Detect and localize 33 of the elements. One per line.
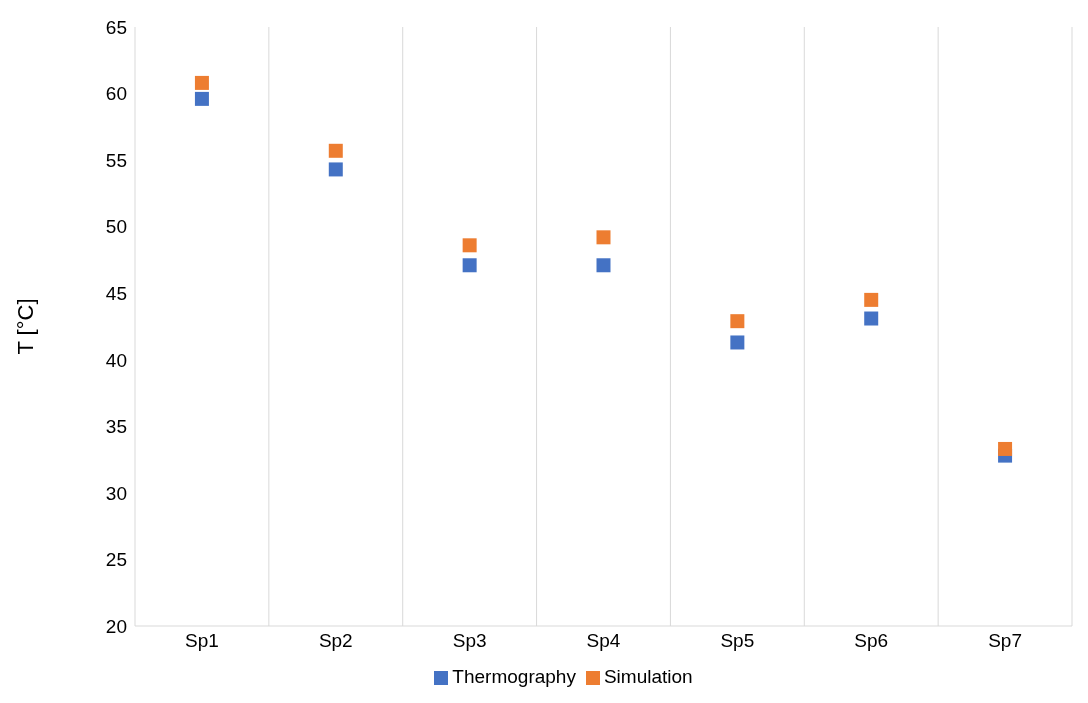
y-tick-label: 45 xyxy=(105,282,127,304)
point xyxy=(596,230,611,245)
x-tick-label: Sp4 xyxy=(586,630,621,652)
y-tick-label: 50 xyxy=(105,216,127,238)
y-tick-label: 55 xyxy=(105,149,127,171)
point xyxy=(730,314,745,329)
y-tick-label: 60 xyxy=(105,83,127,105)
point xyxy=(328,143,343,158)
x-tick-label: Sp6 xyxy=(854,630,889,652)
point xyxy=(596,258,611,273)
point xyxy=(462,238,477,253)
y-tick-label: 25 xyxy=(105,549,127,571)
y-tick-label: 20 xyxy=(105,615,127,637)
x-tick-label: Sp5 xyxy=(720,630,755,652)
legend-label: Thermography xyxy=(452,666,576,687)
x-tick-label: Sp3 xyxy=(452,630,487,652)
x-tick-label: Sp7 xyxy=(988,630,1022,652)
point xyxy=(194,91,209,106)
y-tick-label: 40 xyxy=(105,349,127,371)
point xyxy=(864,311,879,326)
x-tick-label: Sp1 xyxy=(185,630,219,652)
y-axis-title: T [°C] xyxy=(12,298,38,355)
point xyxy=(194,75,209,90)
point xyxy=(998,441,1013,456)
legend-label: Simulation xyxy=(603,666,693,687)
point xyxy=(864,292,879,307)
point xyxy=(730,335,745,350)
point xyxy=(462,258,477,273)
y-tick-label: 65 xyxy=(105,16,127,38)
y-tick-label: 30 xyxy=(105,482,127,504)
y-tick-label: 35 xyxy=(105,416,127,438)
x-tick-label: Sp2 xyxy=(318,630,353,652)
point xyxy=(328,162,343,177)
